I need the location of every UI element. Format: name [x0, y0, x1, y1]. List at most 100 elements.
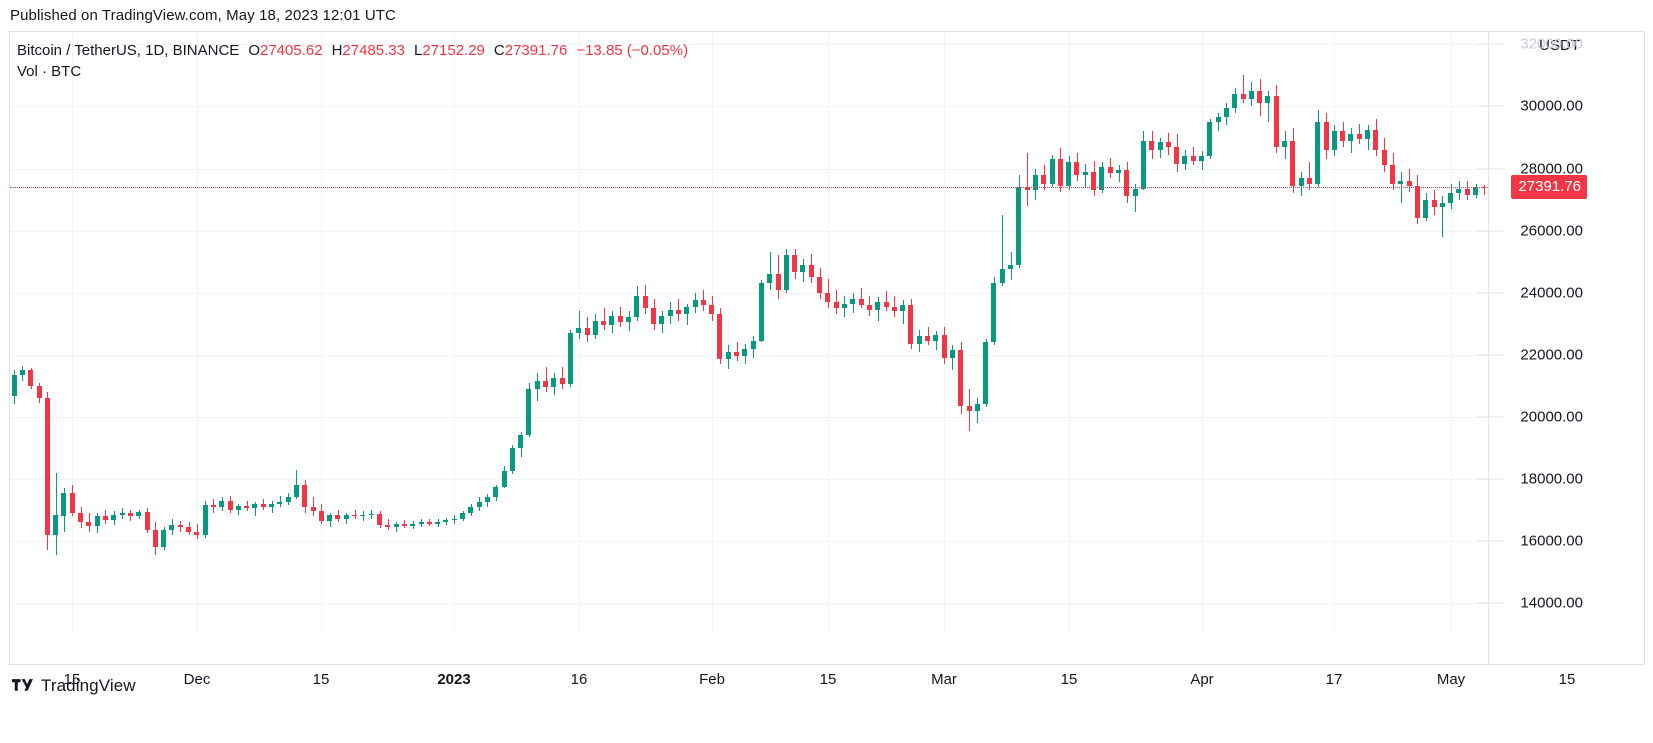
candle-body [975, 404, 980, 411]
candle-body [908, 305, 913, 344]
candle-body [800, 264, 805, 273]
price-tick-label: 24000.00 [1520, 284, 1583, 302]
price-tick-mark [1477, 602, 1505, 604]
candle-body [933, 334, 938, 341]
candle-body [792, 255, 797, 273]
candle-wick [1243, 75, 1244, 104]
candle-wick [604, 308, 605, 330]
candle-body [1116, 170, 1121, 174]
candle-body [485, 497, 490, 503]
candle-body [286, 497, 291, 503]
candle-wick [255, 502, 256, 517]
candle-body [892, 306, 897, 312]
candle-body [1456, 188, 1461, 194]
candle-body [601, 320, 606, 326]
candle-body [626, 317, 631, 323]
candle-wick [1119, 165, 1120, 183]
candle-body [12, 374, 17, 396]
tradingview-logo[interactable]: TradingView [12, 676, 136, 696]
candle-body [452, 518, 457, 520]
candle-body [311, 506, 316, 512]
price-tick-mark [1477, 416, 1505, 418]
candle-body [651, 308, 656, 324]
time-tick-label: 17 [1325, 671, 1343, 688]
time-tick-label: 15 [1060, 671, 1078, 688]
time-scale[interactable]: 15 Dec 15 2023 16 Feb 15 Mar 15 Apr 17 May 15 [10, 666, 1576, 696]
candle-body [136, 512, 141, 517]
candle-body [1332, 131, 1337, 150]
candle-body [302, 485, 307, 507]
candle-body [1440, 202, 1445, 208]
candle-body [194, 531, 199, 535]
candle-body [701, 300, 706, 306]
candle-body [1224, 108, 1229, 118]
candle-body [219, 500, 224, 507]
chart-frame [9, 31, 1645, 665]
time-tick-label: 15 [1558, 671, 1576, 688]
candle-body [1398, 180, 1403, 185]
candle-wick [1351, 128, 1352, 153]
candle-body [1257, 90, 1262, 104]
candle-body [991, 283, 996, 343]
candle-wick [886, 291, 887, 312]
price-tick-label: 18000.00 [1520, 470, 1583, 488]
candle-wick [1309, 162, 1310, 191]
candle-body [1124, 170, 1129, 197]
candle-wick [1218, 112, 1219, 132]
time-tick-label: Apr [1190, 671, 1214, 688]
grid-line-horizontal [10, 230, 1488, 232]
candle-wick [313, 497, 314, 517]
candle-body [825, 292, 830, 302]
candle-body [643, 295, 648, 309]
candle-wick [1268, 90, 1269, 122]
price-tick-label: 28000.00 [1520, 160, 1583, 178]
candle-body [1348, 134, 1353, 141]
candle-body [1415, 185, 1420, 219]
current-price-badge[interactable]: 27391.76 [1511, 175, 1587, 200]
candle-body [252, 504, 257, 509]
candle-body [443, 519, 448, 522]
candle-body [45, 397, 50, 535]
candle-body [543, 381, 548, 388]
price-tick-label: 32000.00 [1520, 35, 1583, 53]
candle-body [53, 514, 58, 535]
grid-line-horizontal [10, 354, 1488, 356]
price-tick-mark [1477, 292, 1505, 294]
grid-line-horizontal [10, 478, 1488, 480]
time-tick-label: 15 [819, 671, 837, 688]
candle-body [1091, 171, 1096, 191]
price-tick-mark [1477, 230, 1505, 232]
candle-body [742, 348, 747, 357]
candle-body [277, 502, 282, 504]
candle-body [1058, 159, 1063, 186]
candle-body [867, 305, 872, 310]
grid-line-vertical [1451, 32, 1452, 634]
candle-body [103, 516, 108, 520]
candle-body [734, 351, 739, 357]
candle-body [435, 521, 440, 524]
candle-body [1099, 166, 1104, 191]
time-tick-label: Feb [699, 671, 725, 688]
candle-body [917, 336, 922, 344]
candle-body [360, 515, 365, 517]
candle-body [568, 333, 573, 385]
candle-body [609, 315, 614, 326]
candle-body [1074, 162, 1079, 175]
chart-pane[interactable] [10, 32, 1488, 634]
candle-body [1182, 156, 1187, 164]
candle-body [410, 524, 415, 526]
candle-body [186, 527, 191, 532]
candle-wick [388, 519, 389, 531]
candle-body [1041, 174, 1046, 185]
grid-line-horizontal [10, 540, 1488, 542]
candle-body [1299, 177, 1304, 186]
candle-body [128, 512, 133, 517]
candle-body [335, 515, 340, 520]
candle-body [676, 309, 681, 315]
candle-body [1432, 199, 1437, 208]
price-scale[interactable]: USDT 32000.00 30000.00 28000.00 26000.00 240… [1477, 32, 1644, 665]
candle-wick [296, 469, 297, 499]
candle-body [169, 525, 174, 531]
candle-body [1199, 156, 1204, 161]
candle-body [261, 504, 266, 507]
